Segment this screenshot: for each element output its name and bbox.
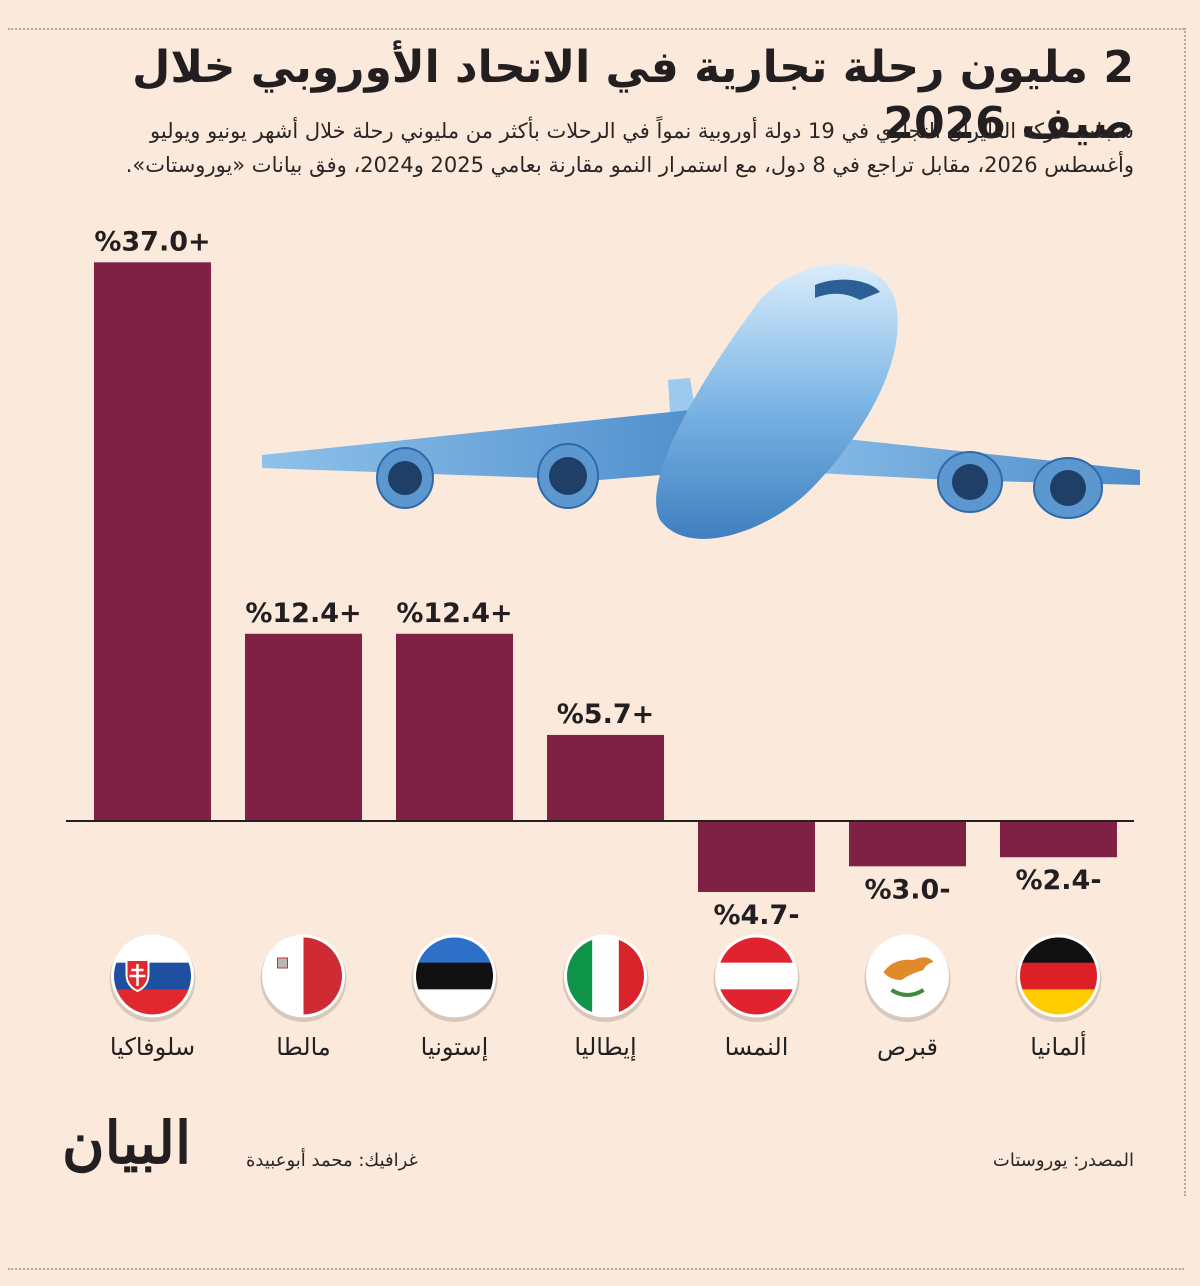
bar: [698, 821, 815, 892]
cyprus-flag-icon: [867, 936, 948, 1016]
top-rule: [8, 28, 1184, 30]
bar-data-label: %2.4-: [1015, 865, 1101, 896]
graphic-credit: غرافيك: محمد أبوعبيدة: [246, 1150, 418, 1171]
slovakia-flag-icon: [112, 936, 193, 1016]
category-label: سلوفاكيا: [110, 1033, 195, 1061]
bottom-rule: [8, 1268, 1184, 1270]
italy-flag-icon: [565, 936, 646, 1016]
bar-data-label: %12.4+: [396, 598, 512, 629]
category-label: مالطا: [276, 1033, 330, 1061]
bar: [1000, 821, 1117, 858]
bar: [849, 821, 966, 867]
airplane-icon: [262, 264, 1140, 539]
category-label: النمسا: [725, 1033, 789, 1061]
albayan-logo: البيان: [62, 1109, 192, 1177]
subtitle: سجلت حركة الطيران التجاري في 19 دولة أور…: [125, 119, 1134, 177]
bar: [396, 633, 513, 821]
bar-data-label: %3.0-: [864, 874, 950, 905]
bar-data-label: %12.4+: [245, 598, 361, 629]
bar-data-label: %5.7+: [557, 699, 655, 730]
category-label: إستونيا: [421, 1033, 489, 1062]
frame-border: [8, 28, 1186, 1196]
source-note: المصدر: يوروستات: [992, 1150, 1134, 1171]
bar: [547, 734, 664, 821]
category-label: قبرص: [877, 1033, 938, 1061]
bar: [245, 633, 362, 821]
bar: [94, 262, 211, 821]
category-label: ألمانيا: [1030, 1031, 1086, 1061]
page-title: 2 مليون رحلة تجارية في الاتحاد الأوروبي …: [132, 42, 1134, 149]
bar-data-label: %37.0+: [94, 226, 210, 257]
category-label: إيطاليا: [574, 1033, 636, 1062]
bar-data-label: %4.7-: [713, 900, 799, 931]
